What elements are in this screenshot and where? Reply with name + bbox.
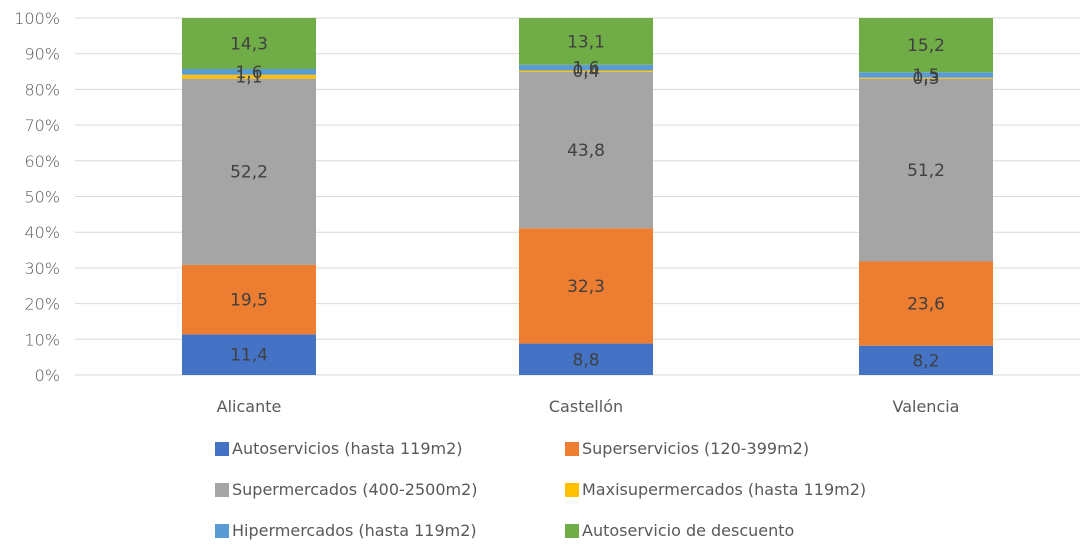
data-label: 0,3 xyxy=(912,69,939,89)
legend-swatch xyxy=(215,483,229,497)
bar-segment xyxy=(519,70,653,72)
x-tick-label: Castellón xyxy=(549,397,623,416)
y-tick-label: 60% xyxy=(24,152,60,171)
bar-segment xyxy=(859,261,993,346)
data-label: 8,2 xyxy=(912,351,939,371)
y-axis-ticks: 0% 10% 20% 30% 40% 50% 60% 70% 80% 90% 100% xyxy=(14,9,60,385)
bar-segment xyxy=(182,334,316,375)
legend-label: Superservicios (120-399m2) xyxy=(582,439,809,458)
legend-swatch xyxy=(215,524,229,538)
data-label: 0,4 xyxy=(572,62,599,82)
bar-segment xyxy=(859,78,993,262)
x-tick-label: Alicante xyxy=(217,397,282,416)
data-label: 19,5 xyxy=(230,291,268,311)
y-tick-label: 50% xyxy=(24,188,60,207)
legend-label: Autoservicio de descuento xyxy=(582,521,794,540)
data-label: 11,4 xyxy=(230,346,268,366)
data-label: 1,1 xyxy=(235,68,262,88)
y-tick-label: 70% xyxy=(24,116,60,135)
bar-segment xyxy=(182,78,316,265)
legend-swatch xyxy=(565,483,579,497)
y-tick-label: 90% xyxy=(24,45,60,64)
data-label: 51,2 xyxy=(907,161,945,181)
legend-label: Autoservicios (hasta 119m2) xyxy=(232,439,463,458)
data-label: 52,2 xyxy=(230,163,268,183)
legend-swatch xyxy=(565,524,579,538)
y-tick-label: 10% xyxy=(24,330,60,349)
legend-swatch xyxy=(565,442,579,456)
data-label: 1,6 xyxy=(235,63,262,83)
bars xyxy=(182,18,993,375)
data-label: 14,3 xyxy=(230,35,268,55)
data-label: 32,3 xyxy=(567,277,605,297)
x-axis-categories: Alicante Castellón Valencia xyxy=(217,397,960,416)
bar-segment xyxy=(182,74,316,79)
data-label: 23,6 xyxy=(907,295,945,315)
legend: Autoservicios (hasta 119m2) Superservicio… xyxy=(215,439,866,540)
data-label: 13,1 xyxy=(567,32,605,52)
bar-segment xyxy=(859,72,993,78)
legend-label: Hipermercados (hasta 119m2) xyxy=(232,521,477,540)
data-label: 43,8 xyxy=(567,141,605,161)
bar-segment xyxy=(182,18,316,69)
bar-segment xyxy=(182,264,316,335)
data-labels: 11,419,552,21,11,614,38,832,343,80,41,61… xyxy=(230,32,945,371)
y-tick-label: 20% xyxy=(24,295,60,314)
legend-swatch xyxy=(215,442,229,456)
bar-segment xyxy=(519,343,653,375)
data-label: 15,2 xyxy=(907,36,945,56)
legend-label: Maxisupermercados (hasta 119m2) xyxy=(582,480,866,499)
data-label: 1,5 xyxy=(912,66,939,86)
y-tick-label: 100% xyxy=(14,9,60,28)
legend-label: Supermercados (400-2500m2) xyxy=(232,480,478,499)
bar-segment xyxy=(519,71,653,229)
bar-segment xyxy=(859,345,993,375)
data-label: 1,6 xyxy=(572,59,599,79)
y-tick-label: 0% xyxy=(35,366,60,385)
y-tick-label: 80% xyxy=(24,80,60,99)
bar-segment xyxy=(859,77,993,79)
y-tick-label: 40% xyxy=(24,223,60,242)
bar-segment xyxy=(519,64,653,71)
data-label: 8,8 xyxy=(572,350,599,370)
bar-segment xyxy=(519,228,653,344)
x-tick-label: Valencia xyxy=(893,397,960,416)
bar-segment xyxy=(519,18,653,65)
y-tick-label: 30% xyxy=(24,259,60,278)
bar-segment xyxy=(182,69,316,75)
bar-segment xyxy=(859,18,993,73)
